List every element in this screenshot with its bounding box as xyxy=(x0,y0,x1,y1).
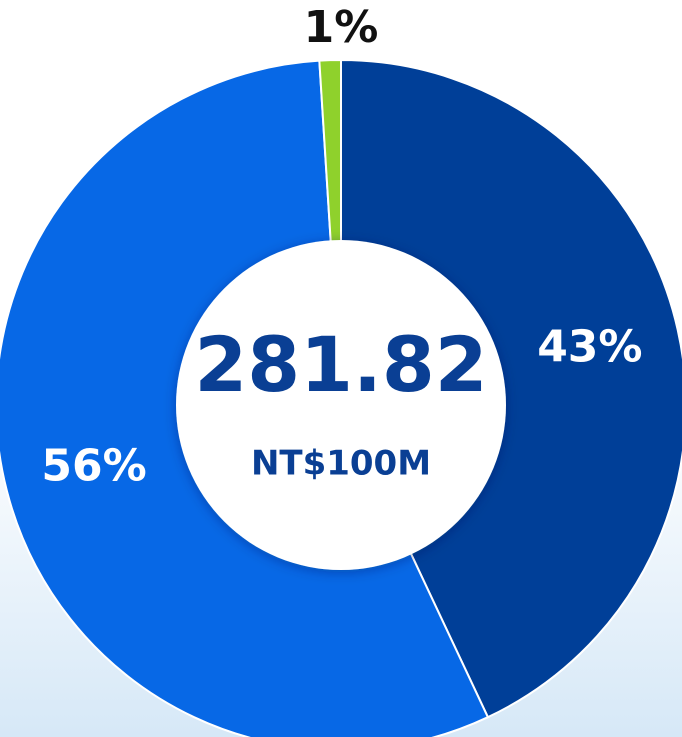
slice-label: 43% xyxy=(537,321,642,372)
slice-label: 56% xyxy=(41,440,146,491)
donut-hole xyxy=(176,240,506,570)
center-unit: NT$100M xyxy=(251,444,431,484)
center-value: 281.82 xyxy=(194,320,487,409)
slice-label: 1% xyxy=(304,2,379,53)
